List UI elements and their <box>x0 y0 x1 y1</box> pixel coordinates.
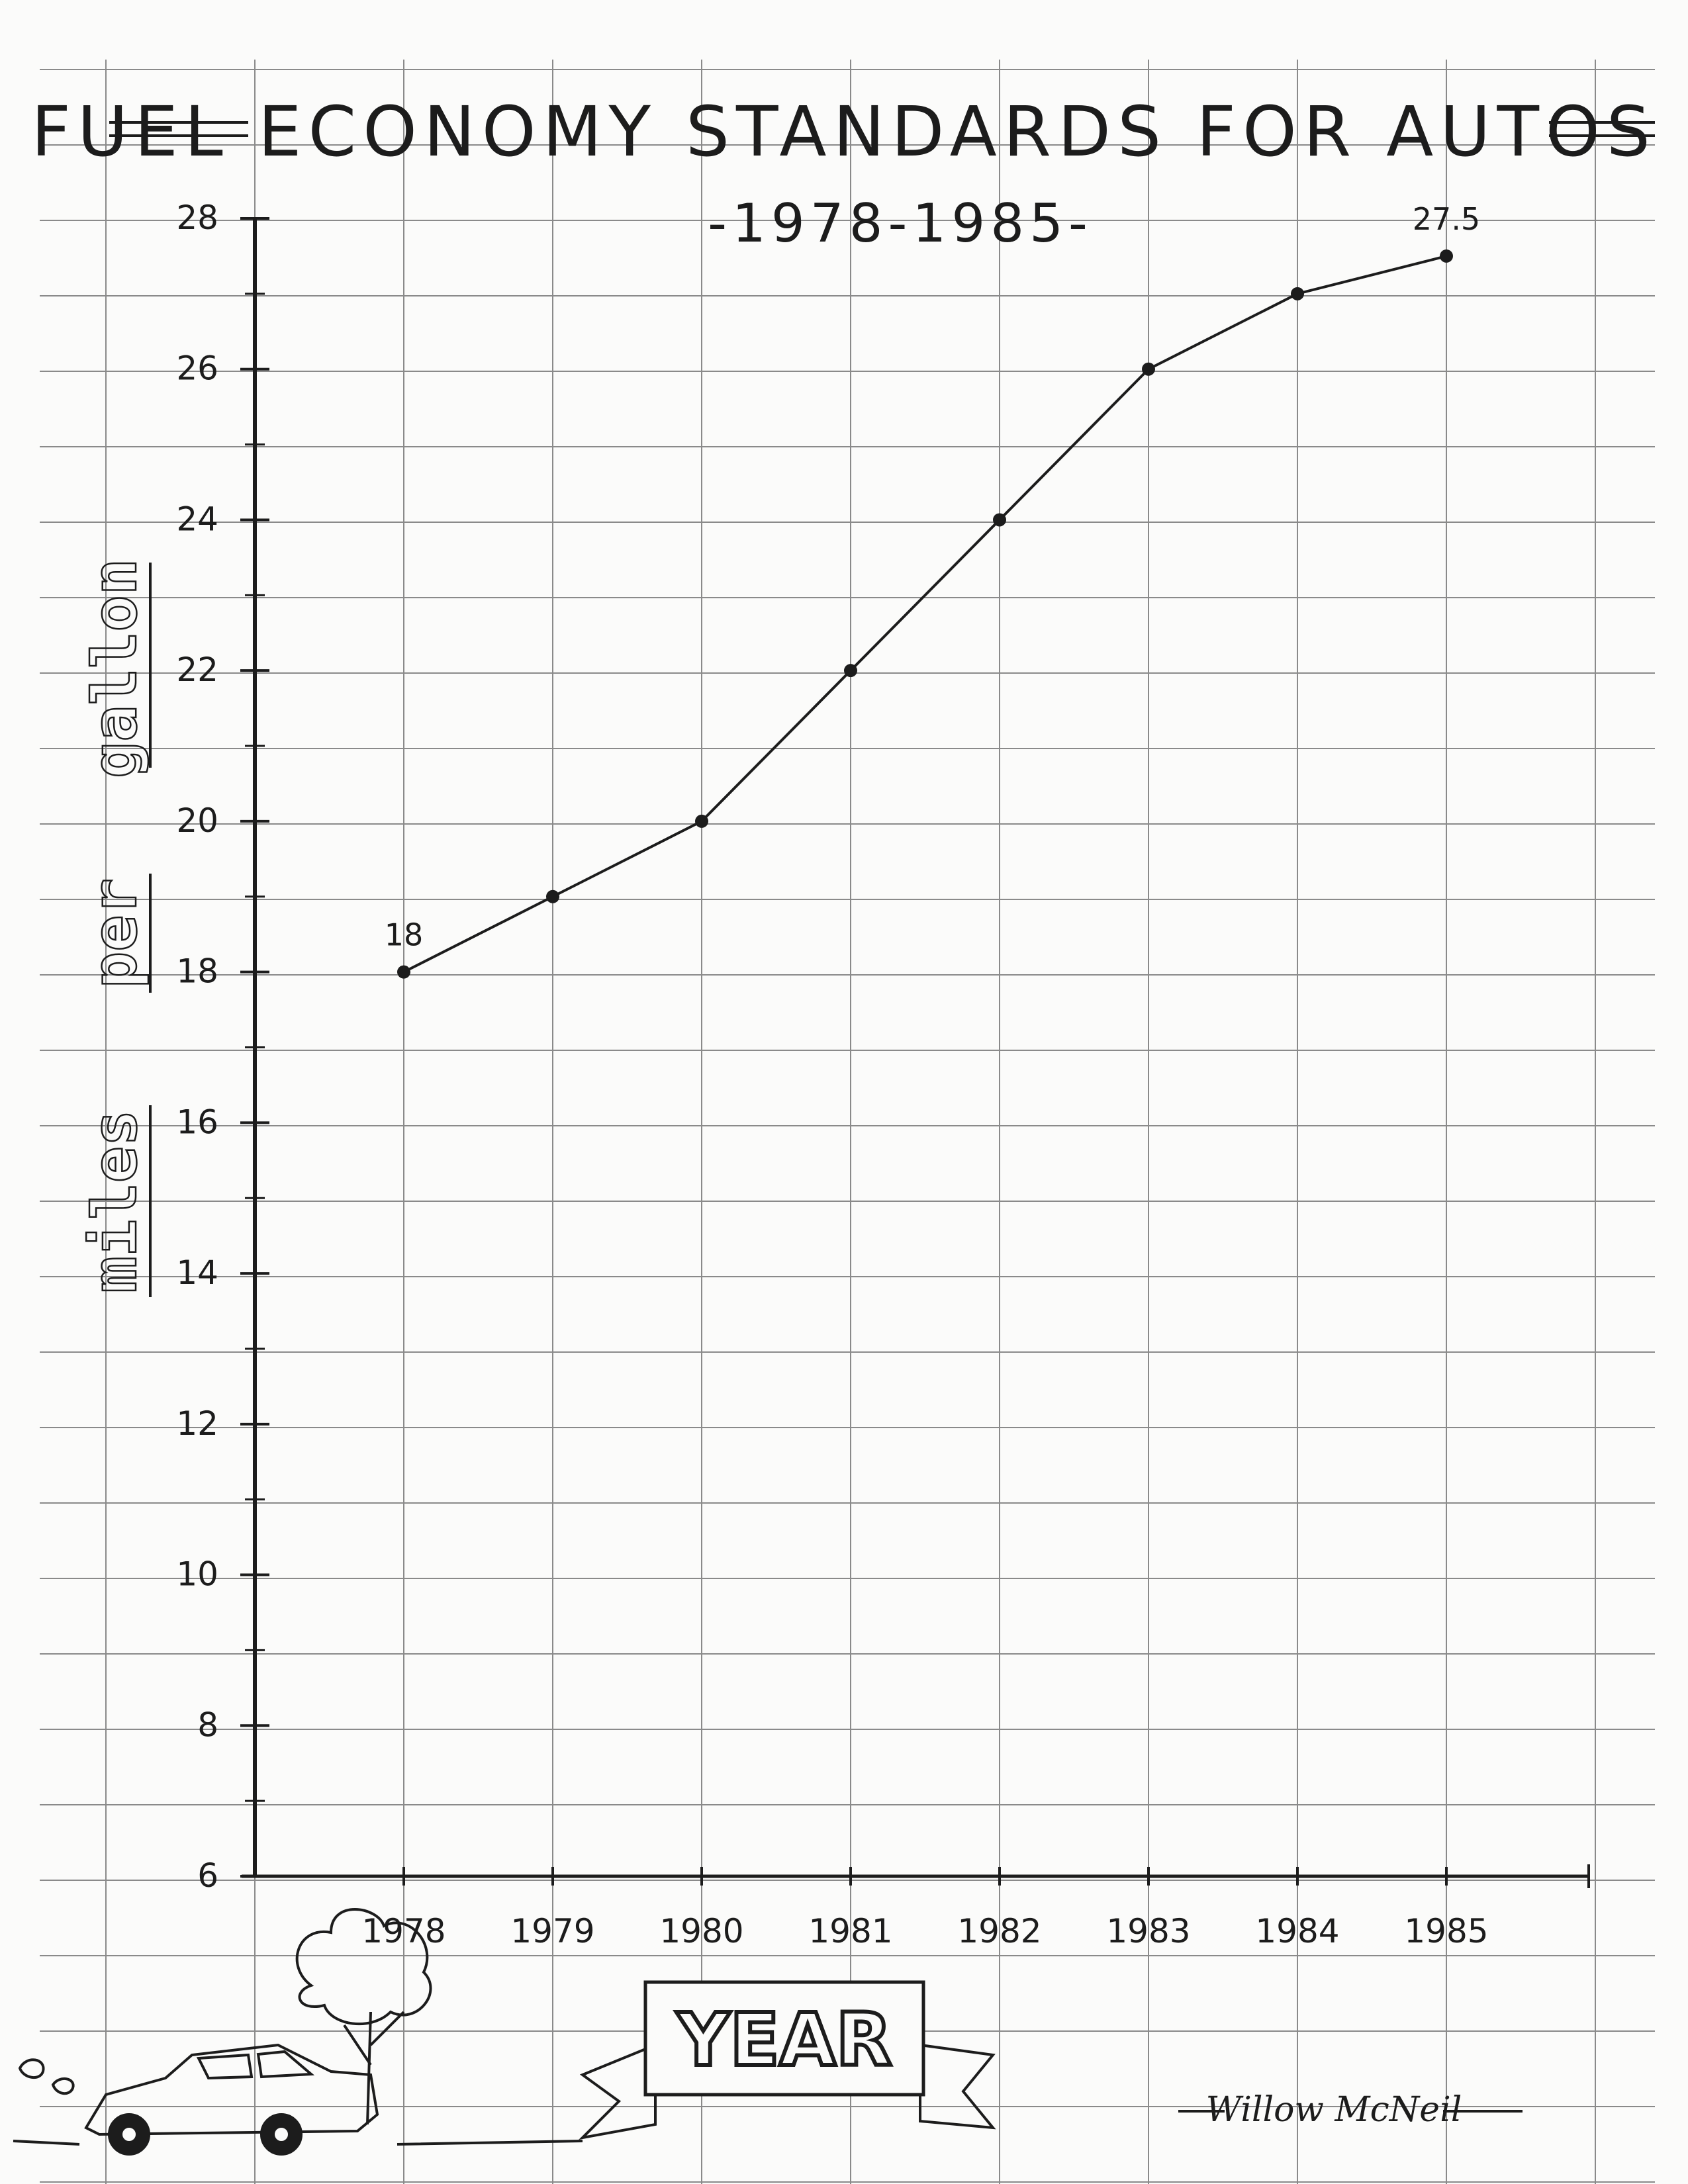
x-tick-label: 1985 <box>1404 1912 1488 1950</box>
car-hubcap-front <box>120 2125 138 2144</box>
signature: Willow McNeil <box>1206 2090 1462 2130</box>
car-window-rear <box>256 2050 315 2079</box>
data-label: 18 <box>385 917 424 953</box>
x-tick-label: 1979 <box>510 1912 594 1950</box>
y-tick-label: 16 <box>176 1103 218 1141</box>
x-tick-label: 1980 <box>659 1912 743 1950</box>
banner-tail-left <box>579 2043 657 2140</box>
x-axis-label: YEAR <box>676 1997 892 2082</box>
data-point <box>695 814 708 828</box>
y-tick-label: 18 <box>176 952 218 991</box>
y-tick-labels: 6 8 10 12 14 16 18 20 22 24 26 28 <box>176 199 218 1895</box>
data-point <box>844 664 857 678</box>
data-point <box>1142 362 1155 376</box>
chart-title: FUEL ECONOMY STANDARDS FOR AUTOS <box>31 91 1657 172</box>
data-point <box>1440 249 1453 263</box>
exhaust-puffs <box>18 2058 75 2095</box>
series-line <box>403 254 1447 974</box>
banner-body <box>643 1980 925 2097</box>
x-axis-label-banner: YEAR <box>579 1980 996 2140</box>
y-tick-label: 22 <box>176 651 218 689</box>
x-tick-label: 1984 <box>1255 1912 1339 1950</box>
y-tick-label: 24 <box>176 500 218 538</box>
data-label: 27.5 <box>1413 201 1480 237</box>
title-group: FUEL ECONOMY STANDARDS FOR AUTOS -1978-1… <box>31 91 1657 254</box>
x-tick-label: 1978 <box>361 1912 445 1950</box>
tree-trunk <box>343 2011 405 2125</box>
data-point <box>993 513 1006 527</box>
car-window-front <box>196 2053 254 2080</box>
car-hubcap-rear <box>272 2125 291 2144</box>
y-tick-label: 28 <box>176 199 218 237</box>
y-tick-label: 14 <box>176 1253 218 1292</box>
x-tick-label: 1982 <box>957 1912 1041 1950</box>
x-tick-label: 1983 <box>1106 1912 1190 1950</box>
y-tick-label: 8 <box>197 1706 218 1744</box>
data-labels: 18 27.5 <box>385 201 1480 953</box>
y-tick-label: 20 <box>176 801 218 840</box>
axes <box>240 217 1590 1888</box>
data-point <box>397 965 410 979</box>
series-mpg <box>397 249 1453 979</box>
x-tick-labels: 1978 1979 1980 1981 1982 1983 1984 1985 <box>361 1912 1488 1950</box>
x-tick-label: 1981 <box>808 1912 892 1950</box>
grid <box>40 60 1655 2184</box>
y-axis-label: miles per gallon <box>79 558 152 1297</box>
y-tick-label: 12 <box>176 1404 218 1443</box>
signature-group: Willow McNeil <box>1178 2090 1523 2130</box>
car-and-tree-illustration <box>13 1908 583 2156</box>
chart-subtitle: -1978-1985- <box>708 193 1093 254</box>
data-point <box>546 889 559 903</box>
tree-canopy <box>295 1908 432 2026</box>
y-label-per: per <box>79 878 150 988</box>
y-tick-label: 6 <box>197 1856 218 1895</box>
data-point <box>1291 287 1304 300</box>
y-tick-label: 10 <box>176 1555 218 1594</box>
y-tick-label: 26 <box>176 349 218 388</box>
y-label-gallon: gallon <box>79 559 150 778</box>
banner-tail-right <box>919 2043 996 2130</box>
ground-line <box>13 2140 583 2146</box>
y-label-miles: miles <box>79 1110 150 1293</box>
